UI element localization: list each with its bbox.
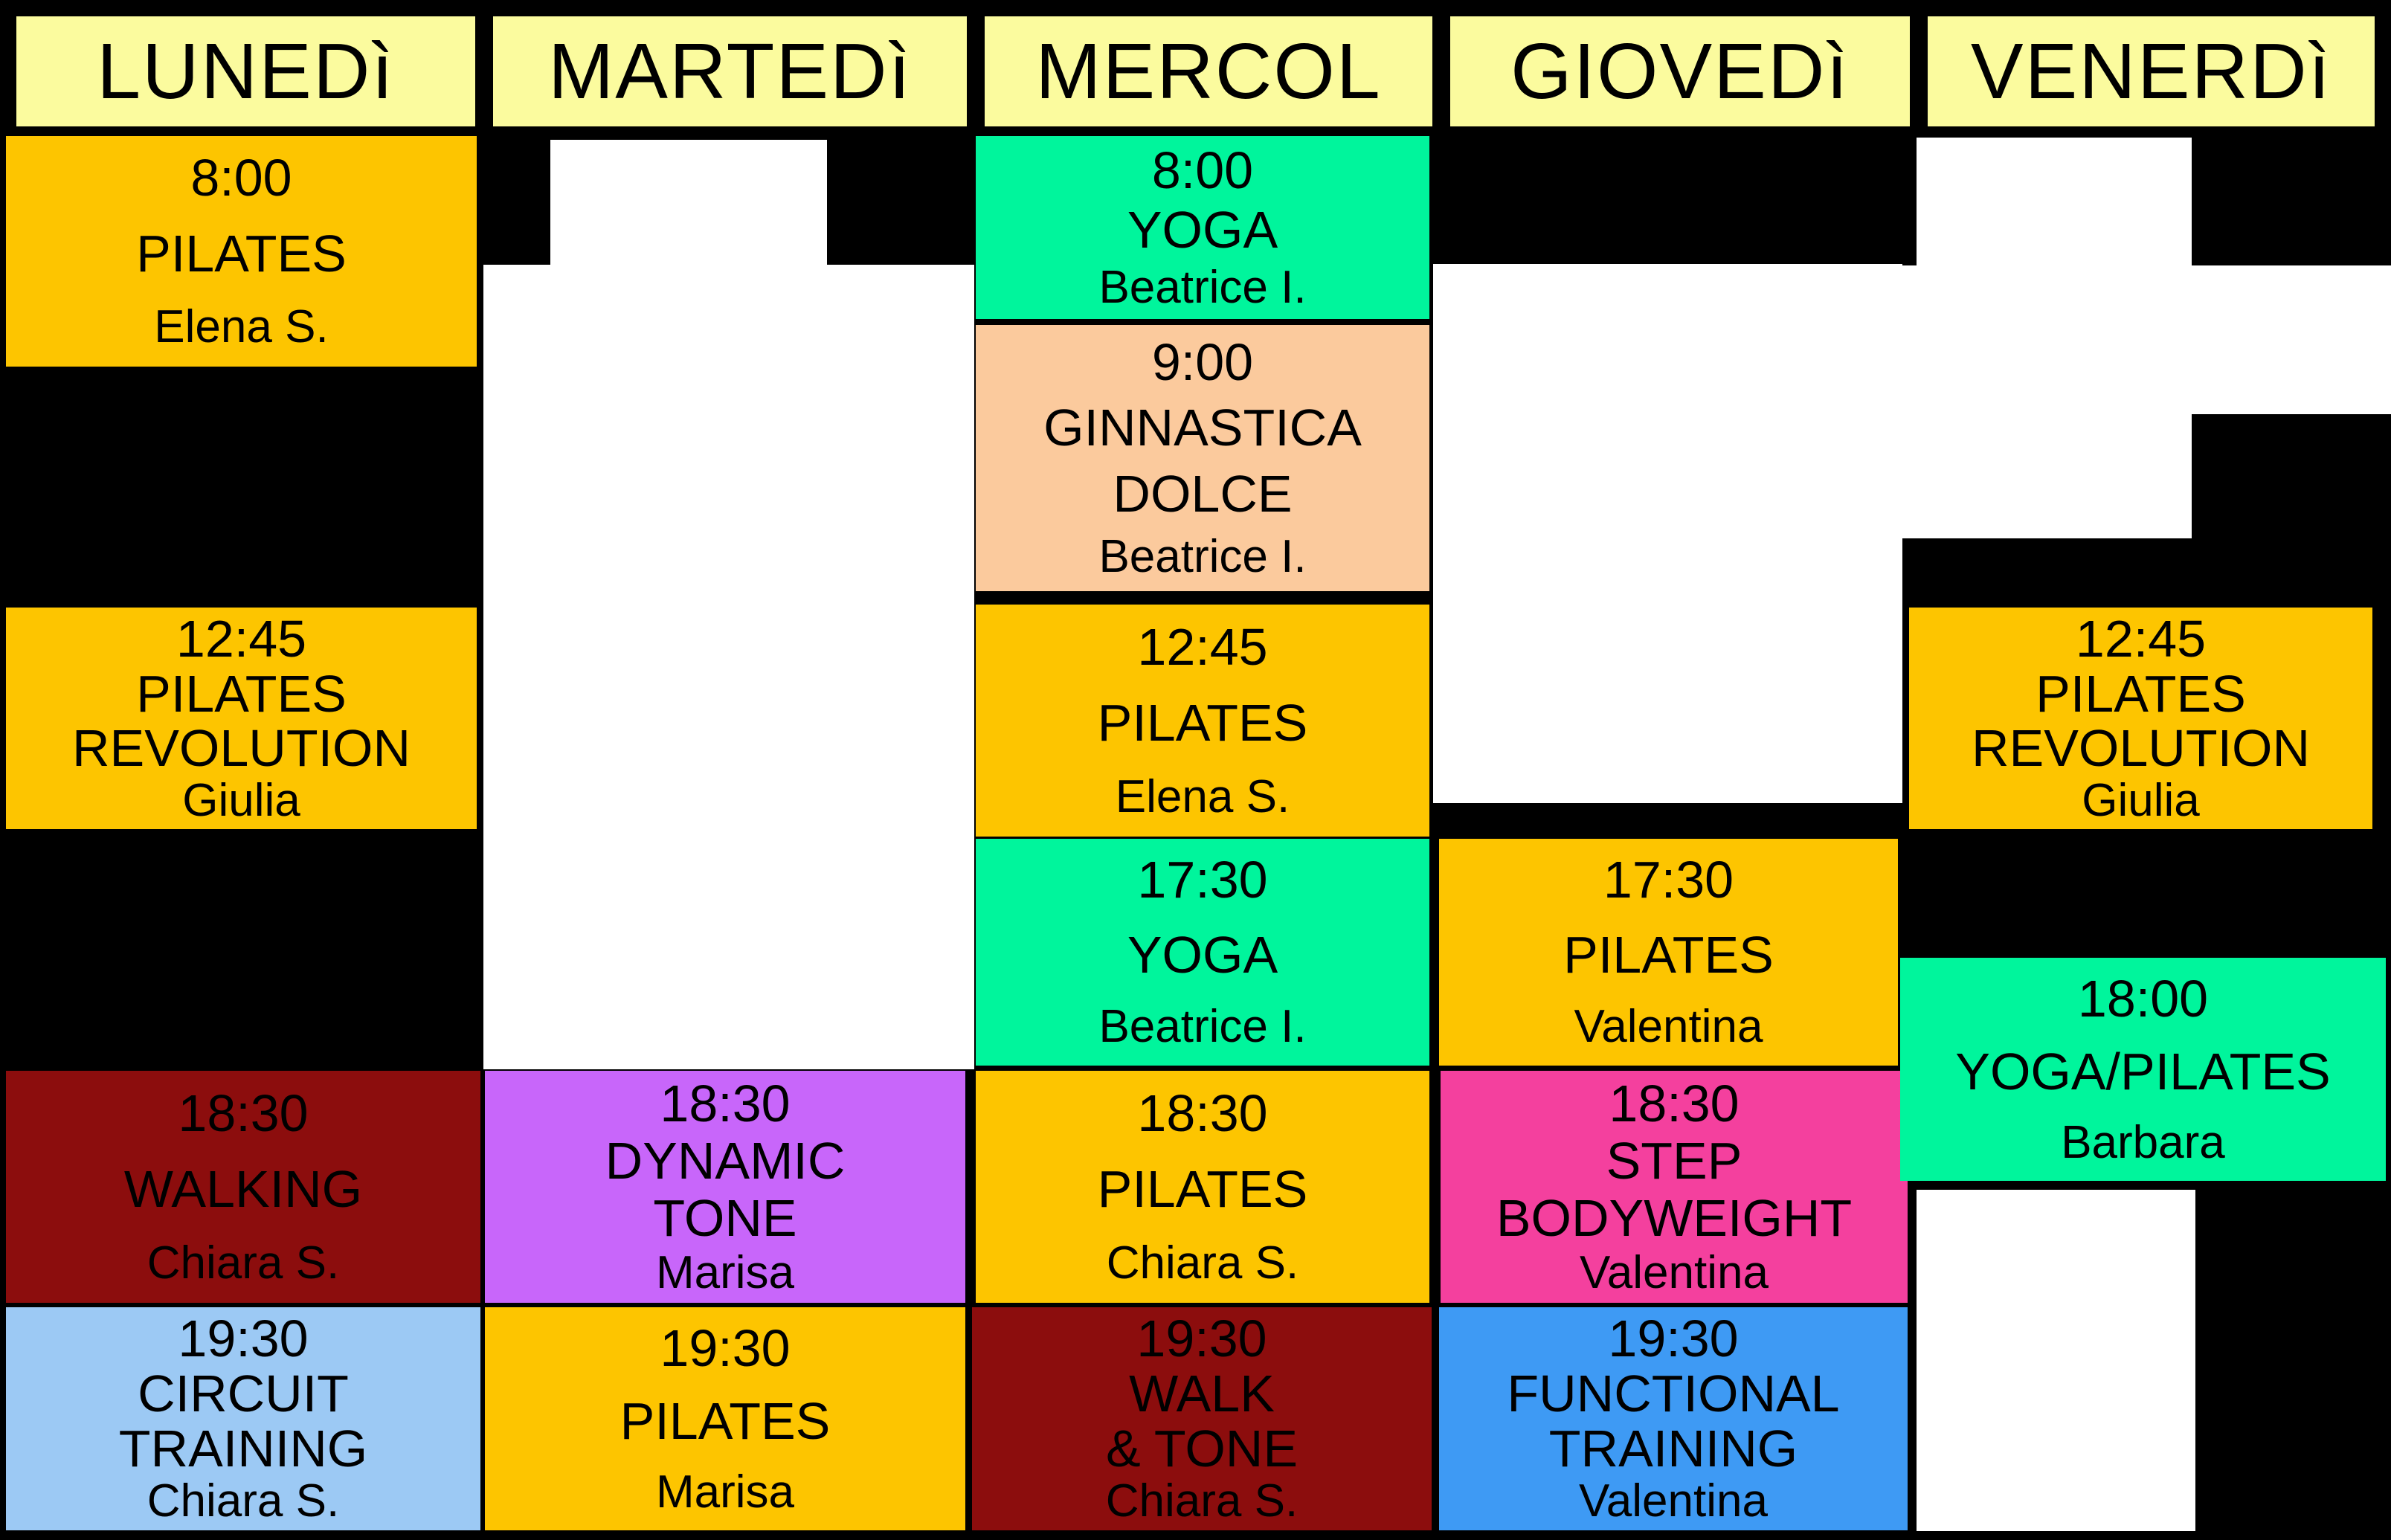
class-instructor: Chiara S.	[1105, 1475, 1299, 1527]
empty-slot	[483, 265, 974, 1069]
class-instructor: Chiara S.	[147, 1237, 340, 1289]
class-time: 9:00	[1151, 332, 1254, 391]
class-title: TRAINING	[1548, 1420, 1798, 1478]
class-cell-thu-1930: 19:30 FUNCTIONAL TRAINING Valentina	[1439, 1307, 1908, 1530]
class-instructor: Valentina	[1579, 1475, 1768, 1527]
class-title: STEP	[1606, 1131, 1742, 1190]
class-instructor: Chiara S.	[1106, 1237, 1299, 1289]
class-instructor: Elena S.	[1115, 771, 1290, 823]
class-title: DOLCE	[1113, 464, 1293, 523]
empty-slot	[1917, 138, 2192, 265]
class-cell-mon-0800: 8:00 PILATES Elena S.	[6, 136, 477, 367]
class-cell-tue-1830: 18:30 DYNAMIC TONE Marisa	[485, 1071, 965, 1303]
class-title: PILATES	[1563, 925, 1774, 984]
class-title: TRAINING	[118, 1420, 368, 1478]
class-time: 17:30	[1137, 851, 1268, 909]
class-instructor: Giulia	[182, 774, 300, 826]
class-title: YOGA/PILATES	[1955, 1043, 2331, 1101]
class-title: WALK	[1129, 1365, 1275, 1423]
class-title: YOGA	[1127, 201, 1278, 260]
class-title: REVOLUTION	[1971, 719, 2311, 778]
day-header-mercoledi: MERCOL	[980, 12, 1437, 131]
class-instructor: Giulia	[2082, 774, 2200, 826]
day-header-venerdi: VENERDì	[1923, 12, 2379, 131]
class-title: PILATES	[136, 664, 347, 723]
class-time: 19:30	[1608, 1309, 1739, 1368]
empty-slot	[1917, 1190, 2195, 1531]
class-time: 12:45	[1137, 617, 1268, 676]
class-cell-fri-1800: 18:00 YOGA/PILATES Barbara	[1900, 958, 2386, 1181]
class-cell-wed-1730: 17:30 YOGA Beatrice I.	[976, 839, 1429, 1066]
class-cell-wed-1930: 19:30 WALK & TONE Chiara S.	[972, 1307, 1432, 1530]
class-title: WALKING	[123, 1160, 363, 1219]
class-cell-wed-1830: 18:30 PILATES Chiara S.	[976, 1071, 1429, 1303]
class-title: FUNCTIONAL	[1507, 1365, 1840, 1423]
class-title: GINNASTICA	[1043, 399, 1362, 457]
class-time: 18:30	[660, 1074, 791, 1133]
day-header-lunedi: LUNEDì	[12, 12, 480, 131]
class-cell-wed-1245: 12:45 PILATES Elena S.	[976, 605, 1429, 837]
class-title: PILATES	[620, 1392, 831, 1451]
class-time: 18:00	[2077, 969, 2209, 1028]
class-cell-mon-1245: 12:45 PILATES REVOLUTION Giulia	[6, 608, 477, 829]
class-cell-wed-0800: 8:00 YOGA Beatrice I.	[976, 136, 1429, 319]
class-time: 18:30	[178, 1083, 309, 1142]
class-time: 8:00	[190, 149, 292, 207]
class-title: BODYWEIGHT	[1496, 1188, 1853, 1247]
class-cell-fri-1245: 12:45 PILATES REVOLUTION Giulia	[1909, 608, 2372, 829]
class-instructor: Beatrice I.	[1098, 531, 1307, 583]
class-title: PILATES	[1097, 1160, 1308, 1219]
class-title: PILATES	[1097, 694, 1308, 753]
class-time: 19:30	[178, 1309, 309, 1368]
class-cell-mon-1830: 18:30 WALKING Chiara S.	[6, 1071, 480, 1303]
class-instructor: Valentina	[1574, 1001, 1763, 1053]
class-time: 12:45	[2075, 610, 2207, 668]
class-title: CIRCUIT	[138, 1365, 349, 1423]
class-cell-tue-1930: 19:30 PILATES Marisa	[485, 1307, 965, 1530]
empty-slot	[1433, 264, 1902, 803]
class-instructor: Chiara S.	[147, 1475, 340, 1527]
class-title: REVOLUTION	[71, 719, 411, 778]
class-instructor: Marisa	[655, 1466, 795, 1518]
empty-slot	[1902, 414, 2192, 538]
class-time: 18:30	[1609, 1074, 1740, 1133]
class-cell-wed-0900: 9:00 GINNASTICA DOLCE Beatrice I.	[976, 325, 1429, 591]
class-time: 19:30	[1136, 1309, 1267, 1368]
class-title: DYNAMIC	[605, 1131, 846, 1190]
class-time: 18:30	[1137, 1083, 1268, 1142]
class-title: PILATES	[136, 225, 347, 283]
class-cell-mon-1930: 19:30 CIRCUIT TRAINING Chiara S.	[6, 1307, 480, 1530]
class-instructor: Marisa	[655, 1246, 795, 1298]
class-title: TONE	[653, 1188, 797, 1247]
class-instructor: Valentina	[1580, 1246, 1769, 1298]
class-instructor: Elena S.	[154, 301, 329, 353]
class-time: 19:30	[660, 1318, 791, 1377]
empty-slot	[1902, 265, 2391, 414]
class-cell-thu-1730: 17:30 PILATES Valentina	[1439, 839, 1898, 1066]
empty-slot	[550, 140, 827, 266]
class-time: 8:00	[1151, 141, 1254, 199]
class-title: & TONE	[1105, 1420, 1299, 1478]
class-time: 17:30	[1603, 851, 1734, 909]
class-instructor: Beatrice I.	[1098, 262, 1307, 314]
class-title: YOGA	[1127, 925, 1278, 984]
class-title: PILATES	[2036, 664, 2246, 723]
class-instructor: Barbara	[2061, 1117, 2225, 1169]
day-header-giovedi: GIOVEDì	[1446, 12, 1914, 131]
class-instructor: Beatrice I.	[1098, 1001, 1307, 1053]
day-header-martedi: MARTEDì	[489, 12, 971, 131]
class-cell-thu-1830: 18:30 STEP BODYWEIGHT Valentina	[1441, 1071, 1908, 1303]
class-time: 12:45	[176, 610, 307, 668]
